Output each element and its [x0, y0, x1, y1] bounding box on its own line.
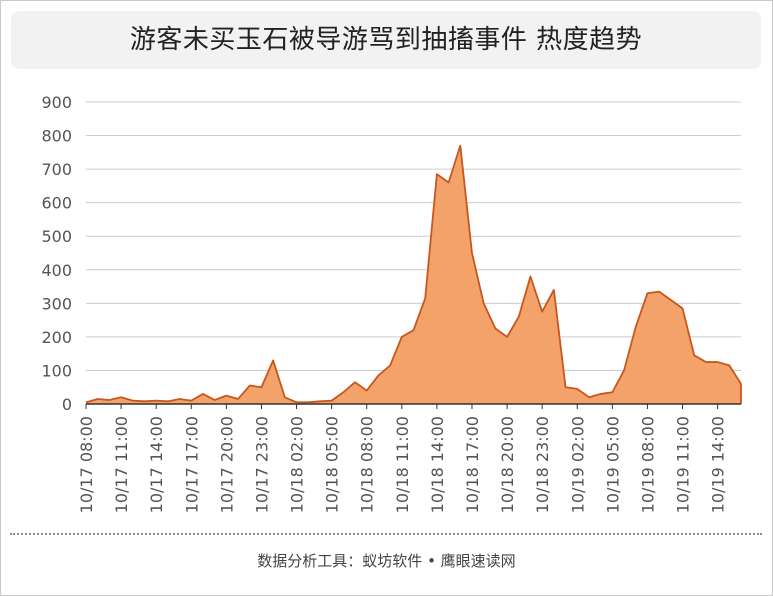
x-tick-label: 10/17 23:00	[252, 416, 271, 513]
y-tick-label: 300	[41, 294, 72, 313]
y-tick-label: 100	[41, 361, 72, 380]
x-tick-label: 10/17 11:00	[112, 416, 131, 513]
x-tick-label: 10/18 20:00	[498, 416, 517, 513]
x-tick-label: 10/19 08:00	[638, 416, 657, 513]
x-tick-label: 10/19 05:00	[603, 416, 622, 513]
x-tick-label: 10/19 11:00	[674, 416, 693, 513]
x-tick-label: 10/17 20:00	[217, 416, 236, 513]
footer-divider	[10, 533, 762, 535]
x-tick-label: 10/18 02:00	[288, 416, 307, 513]
y-tick-label: 600	[41, 194, 72, 213]
y-tick-label: 700	[41, 160, 72, 179]
y-tick-label: 800	[41, 127, 72, 146]
x-tick-label: 10/18 05:00	[323, 416, 342, 513]
x-tick-labels: 10/17 08:00 10/17 11:00 10/17 14:00 10/17 1…	[77, 404, 728, 513]
x-tick-label: 10/19 14:00	[709, 416, 728, 513]
x-tick-label: 10/17 14:00	[147, 416, 166, 513]
x-tick-label: 10/17 08:00	[77, 416, 96, 513]
y-tick-label: 500	[41, 227, 72, 246]
x-tick-label: 10/19 02:00	[568, 416, 587, 513]
x-tick-label: 10/18 14:00	[428, 416, 447, 513]
footer-attribution: 数据分析工具：蚁坊软件 • 鹰眼速读网	[257, 552, 516, 570]
chart-title: 游客未买玉石被导游骂到抽搐事件 热度趋势	[129, 25, 643, 55]
series-area	[85, 144, 742, 404]
y-tick-label: 400	[41, 261, 72, 280]
x-tick-label: 10/18 17:00	[463, 416, 482, 513]
x-tick-label: 10/17 17:00	[182, 416, 201, 513]
y-tick-label: 200	[41, 328, 72, 347]
x-tick-label: 10/18 11:00	[393, 416, 412, 513]
title-box: 游客未买玉石被导游骂到抽搐事件 热度趋势	[11, 11, 761, 69]
y-tick-labels: 0 100 200 300 400 500 600 700 800 900	[41, 93, 72, 414]
area-fill	[86, 145, 741, 404]
x-tick-label: 10/18 23:00	[533, 416, 552, 513]
y-tick-label: 900	[41, 93, 72, 112]
y-tick-label: 0	[62, 395, 72, 414]
x-tick-label: 10/18 08:00	[358, 416, 377, 513]
